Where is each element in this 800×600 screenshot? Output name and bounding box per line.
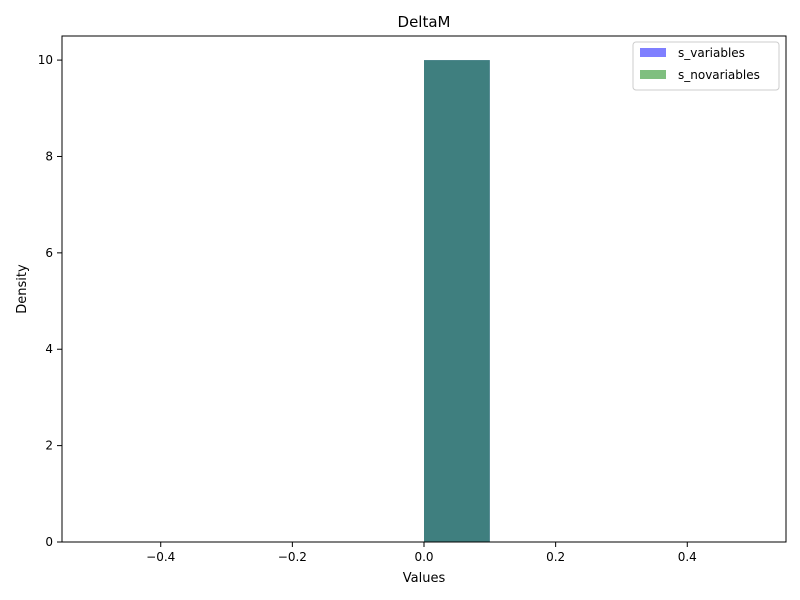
x-axis-ticks: −0.4 −0.2 0.0 0.2 0.4 xyxy=(146,542,697,564)
x-tick-label: 0.4 xyxy=(678,550,697,564)
y-tick-label: 2 xyxy=(45,439,53,453)
legend-label-s-variables: s_variables xyxy=(678,46,745,60)
y-tick-label: 10 xyxy=(38,53,53,67)
legend: s_variables s_novariables xyxy=(632,41,780,91)
bars-layer xyxy=(424,60,490,542)
x-axis-label: Values xyxy=(403,571,446,586)
y-tick-label: 8 xyxy=(45,149,53,163)
histogram-bar-s-novariables-0 xyxy=(424,60,490,542)
y-tick-label: 0 xyxy=(45,535,53,549)
legend-swatch-s-variables xyxy=(640,48,666,57)
x-tick-label: −0.2 xyxy=(278,550,307,564)
y-tick-label: 4 xyxy=(45,342,53,356)
x-tick-label: 0.0 xyxy=(414,550,433,564)
chart-title: DeltaM xyxy=(398,13,451,31)
legend-label-s-novariables: s_novariables xyxy=(678,68,760,82)
x-tick-label: 0.2 xyxy=(546,550,565,564)
legend-swatch-s-novariables xyxy=(640,70,666,79)
y-axis-ticks: 0 2 4 6 8 10 xyxy=(38,53,62,549)
legend-box xyxy=(632,41,780,91)
y-tick-label: 6 xyxy=(45,246,53,260)
x-tick-label: −0.4 xyxy=(146,550,175,564)
y-axis-label: Density xyxy=(15,264,30,314)
